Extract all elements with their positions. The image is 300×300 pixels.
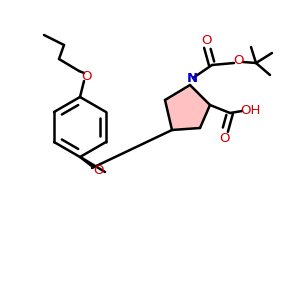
Polygon shape	[165, 85, 210, 130]
Text: O: O	[219, 131, 229, 145]
Text: OH: OH	[240, 104, 260, 118]
Text: O: O	[82, 70, 92, 83]
Text: O: O	[234, 53, 244, 67]
Text: O: O	[201, 34, 211, 46]
Text: N: N	[186, 71, 198, 85]
Text: O: O	[93, 164, 103, 178]
